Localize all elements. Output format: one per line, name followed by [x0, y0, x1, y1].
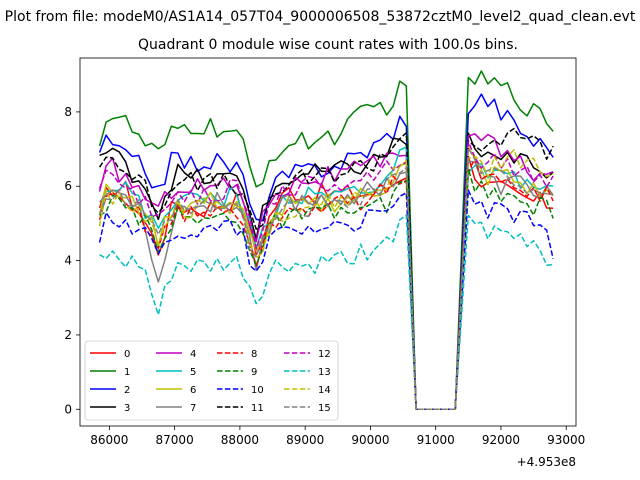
y-tick-label: 0 [64, 402, 72, 416]
x-tick-label: 93000 [547, 433, 585, 447]
legend-label-0: 0 [124, 349, 130, 360]
x-tick-label: 91000 [417, 433, 455, 447]
plot-frame [79, 57, 577, 427]
y-tick-label: 6 [64, 179, 72, 193]
series-line-12 [98, 141, 554, 411]
series-line-4 [98, 133, 554, 411]
x-tick-label: 86000 [90, 433, 128, 447]
legend-label-6: 6 [190, 385, 196, 396]
legend-label-13: 13 [318, 367, 331, 378]
series-line-13 [99, 214, 554, 411]
legend-label-15: 15 [318, 403, 331, 414]
series-layer [98, 70, 554, 411]
legend-label-11: 11 [251, 403, 264, 414]
legend-label-4: 4 [190, 349, 196, 360]
figure-suptitle: Plot from file: modeM0/AS1A14_057T04_900… [5, 9, 636, 25]
series-line-2 [98, 93, 554, 411]
legend-label-1: 1 [124, 367, 130, 378]
legend-label-3: 3 [124, 403, 130, 414]
legend-label-10: 10 [251, 385, 264, 396]
series-line-3 [99, 132, 554, 411]
legend-label-2: 2 [124, 385, 130, 396]
y-tick-label: 8 [64, 105, 72, 119]
y-tick-label: 2 [64, 328, 72, 342]
series-line-11 [98, 127, 554, 411]
legend-label-12: 12 [318, 349, 331, 360]
x-tick-label: 87000 [156, 433, 194, 447]
x-tick-label: 88000 [221, 433, 259, 447]
axis-ticks: 86000 87000 88000 89000 90000 91000 92000 93000… [64, 105, 585, 447]
x-offset-text: +4.953e8 [517, 455, 576, 469]
series-line-15 [98, 147, 554, 411]
y-tick-label: 4 [64, 254, 72, 268]
legend-label-9: 9 [251, 367, 257, 378]
series-line-14 [98, 148, 554, 411]
chart-title: Quadrant 0 module wise count rates with … [138, 37, 518, 53]
series-line-1 [98, 70, 554, 411]
x-tick-label: 92000 [482, 433, 520, 447]
series-line-8 [98, 158, 554, 411]
series-line-10 [98, 189, 554, 411]
x-tick-label: 89000 [286, 433, 324, 447]
legend-label-14: 14 [318, 385, 331, 396]
legend-label-5: 5 [190, 367, 196, 378]
series-line-9 [99, 167, 554, 411]
legend-label-8: 8 [251, 349, 257, 360]
legend-label-7: 7 [190, 403, 196, 414]
legend-box [84, 340, 339, 421]
series-line-5 [98, 146, 554, 411]
x-tick-label: 90000 [351, 433, 389, 447]
